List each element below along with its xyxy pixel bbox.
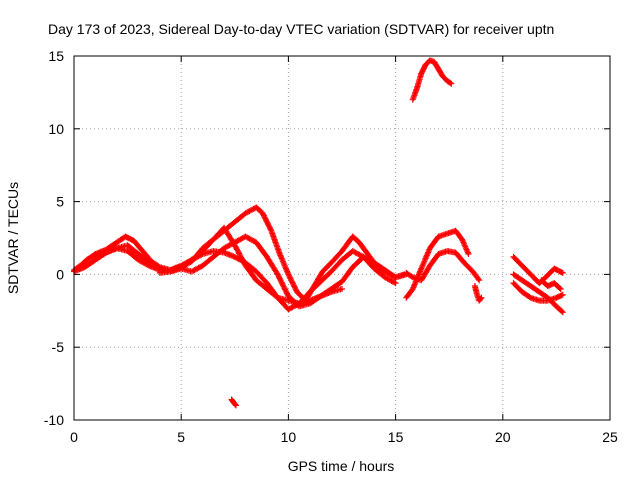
x-tick-label: 15 <box>388 429 404 445</box>
grid-lines <box>74 56 610 420</box>
series-track-e <box>403 227 472 301</box>
x-tick-label: 20 <box>495 429 511 445</box>
series-track-c <box>92 242 399 313</box>
x-tick-label: 25 <box>602 429 618 445</box>
series-track-h <box>471 283 485 304</box>
series-track-g <box>409 57 455 103</box>
data-point-markers <box>228 396 239 409</box>
x-tick-label: 10 <box>281 429 297 445</box>
axis-ticks: 0 5 10 15 20 25 -10 -5 0 5 10 15 <box>44 48 618 445</box>
series-track-j <box>510 271 566 316</box>
series-track-l <box>538 277 564 292</box>
data-point-markers <box>403 248 483 284</box>
data-point-markers <box>510 253 566 287</box>
x-axis-label: GPS time / hours <box>288 458 395 474</box>
data-point-markers <box>92 242 399 313</box>
data-point-markers <box>510 271 566 316</box>
data-point-markers <box>510 280 566 304</box>
chart-title: Day 173 of 2023, Sidereal Day-to-day VTE… <box>48 21 554 37</box>
series-track-d <box>156 224 345 307</box>
y-tick-label: 10 <box>48 121 64 137</box>
series-track-f <box>403 248 483 284</box>
series-track-k <box>510 280 566 304</box>
data-point-markers <box>409 57 455 103</box>
data-point-markers <box>403 227 472 301</box>
data-point-markers <box>538 277 564 292</box>
series-track-m <box>228 396 239 409</box>
y-tick-label: 15 <box>48 48 64 64</box>
x-tick-label: 5 <box>177 429 185 445</box>
x-tick-label: 0 <box>70 429 78 445</box>
series-track-i <box>510 253 566 287</box>
data-point-markers <box>156 224 345 307</box>
y-tick-label: 5 <box>56 194 64 210</box>
y-axis-label: SDTVAR / TECUs <box>5 182 21 294</box>
plot-frame <box>73 55 611 421</box>
y-tick-label: -5 <box>52 339 65 355</box>
y-tick-label: -10 <box>44 412 64 428</box>
data-point-markers <box>471 283 485 304</box>
y-tick-label: 0 <box>56 266 64 282</box>
data-series <box>71 57 566 409</box>
